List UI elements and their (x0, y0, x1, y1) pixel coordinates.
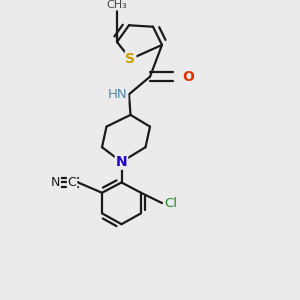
Text: Cl: Cl (164, 196, 177, 209)
Text: N: N (116, 155, 127, 169)
Text: S: S (125, 52, 136, 66)
Text: CH₃: CH₃ (106, 0, 128, 10)
Text: C: C (68, 176, 76, 189)
Text: N: N (51, 176, 60, 189)
Text: HN: HN (108, 88, 128, 101)
Text: O: O (182, 70, 194, 84)
